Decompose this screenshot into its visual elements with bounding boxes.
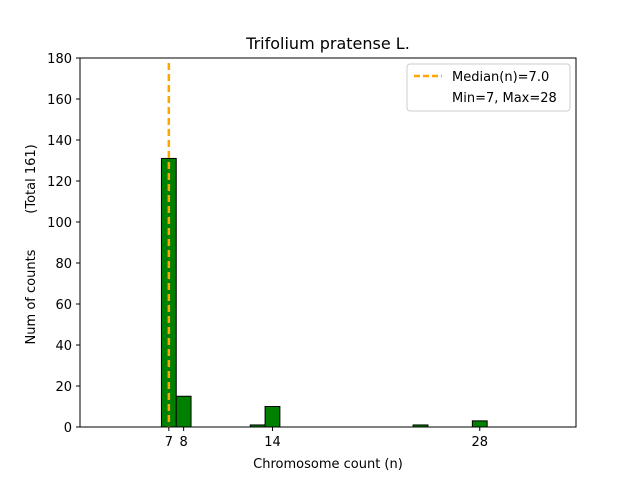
y-tick-label: 160 — [47, 93, 72, 108]
y-tick-label: 40 — [55, 339, 72, 354]
x-tick-label: 8 — [180, 435, 188, 450]
y-tick-label: 60 — [55, 298, 72, 313]
legend: Median(n)=7.0 Min=7, Max=28 — [406, 63, 571, 112]
y-tick-label: 120 — [47, 175, 72, 190]
chart-title: Trifolium pratense L. — [245, 34, 410, 53]
legend-entry-median: Median(n)=7.0 — [452, 70, 549, 85]
x-tick-label: 7 — [165, 435, 173, 450]
bars — [160, 157, 488, 428]
y-tick-label: 140 — [47, 134, 72, 149]
bar-8 — [175, 395, 192, 428]
x-tick-label: 28 — [471, 435, 488, 450]
legend-entry-minmax: Min=7, Max=28 — [452, 91, 557, 106]
plot-frame — [79, 57, 577, 428]
y-tick-label: 0 — [64, 421, 72, 436]
y-tick-label: 180 — [47, 52, 72, 67]
y-axis-total-note: (Total 161) — [24, 144, 39, 213]
y-tick-label: 80 — [55, 257, 72, 272]
bar-14 — [264, 406, 281, 428]
x-axis: 7 8 14 28 — [165, 427, 488, 450]
y-axis-label: Num of counts — [24, 249, 39, 344]
x-axis-label: Chromosome count (n) — [253, 457, 403, 472]
bar-28 — [471, 420, 488, 428]
x-tick-label: 14 — [264, 435, 281, 450]
legend-box — [406, 63, 571, 112]
y-tick-label: 20 — [55, 380, 72, 395]
y-tick-label: 100 — [47, 216, 72, 231]
y-axis: 0 20 40 60 80 100 120 140 160 180 — [47, 52, 80, 436]
